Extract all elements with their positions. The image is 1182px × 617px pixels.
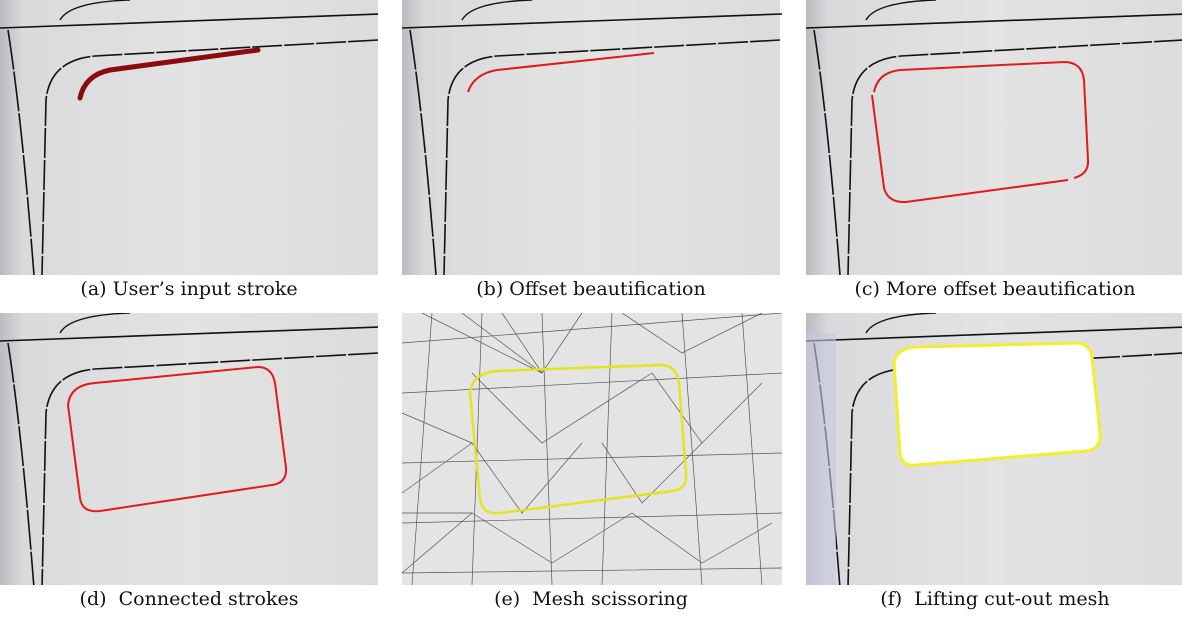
caption: (f) Lifting cut-out mesh xyxy=(806,588,1182,610)
panel-image xyxy=(806,313,1182,585)
panel-image xyxy=(0,313,378,585)
caption: (d) Connected strokes xyxy=(0,588,378,610)
figure-page: (a) User’s input stroke (b) Offset beaut… xyxy=(0,0,1182,617)
panel-image xyxy=(806,0,1182,275)
caption: (a) User’s input stroke xyxy=(0,278,378,300)
panel-image xyxy=(402,313,782,585)
caption: (b) Offset beautification xyxy=(402,278,780,300)
caption: (c) More offset beautification xyxy=(806,278,1182,300)
caption: (e) Mesh scissoring xyxy=(402,588,780,610)
panel-image xyxy=(402,0,782,275)
panel-image xyxy=(0,0,378,275)
